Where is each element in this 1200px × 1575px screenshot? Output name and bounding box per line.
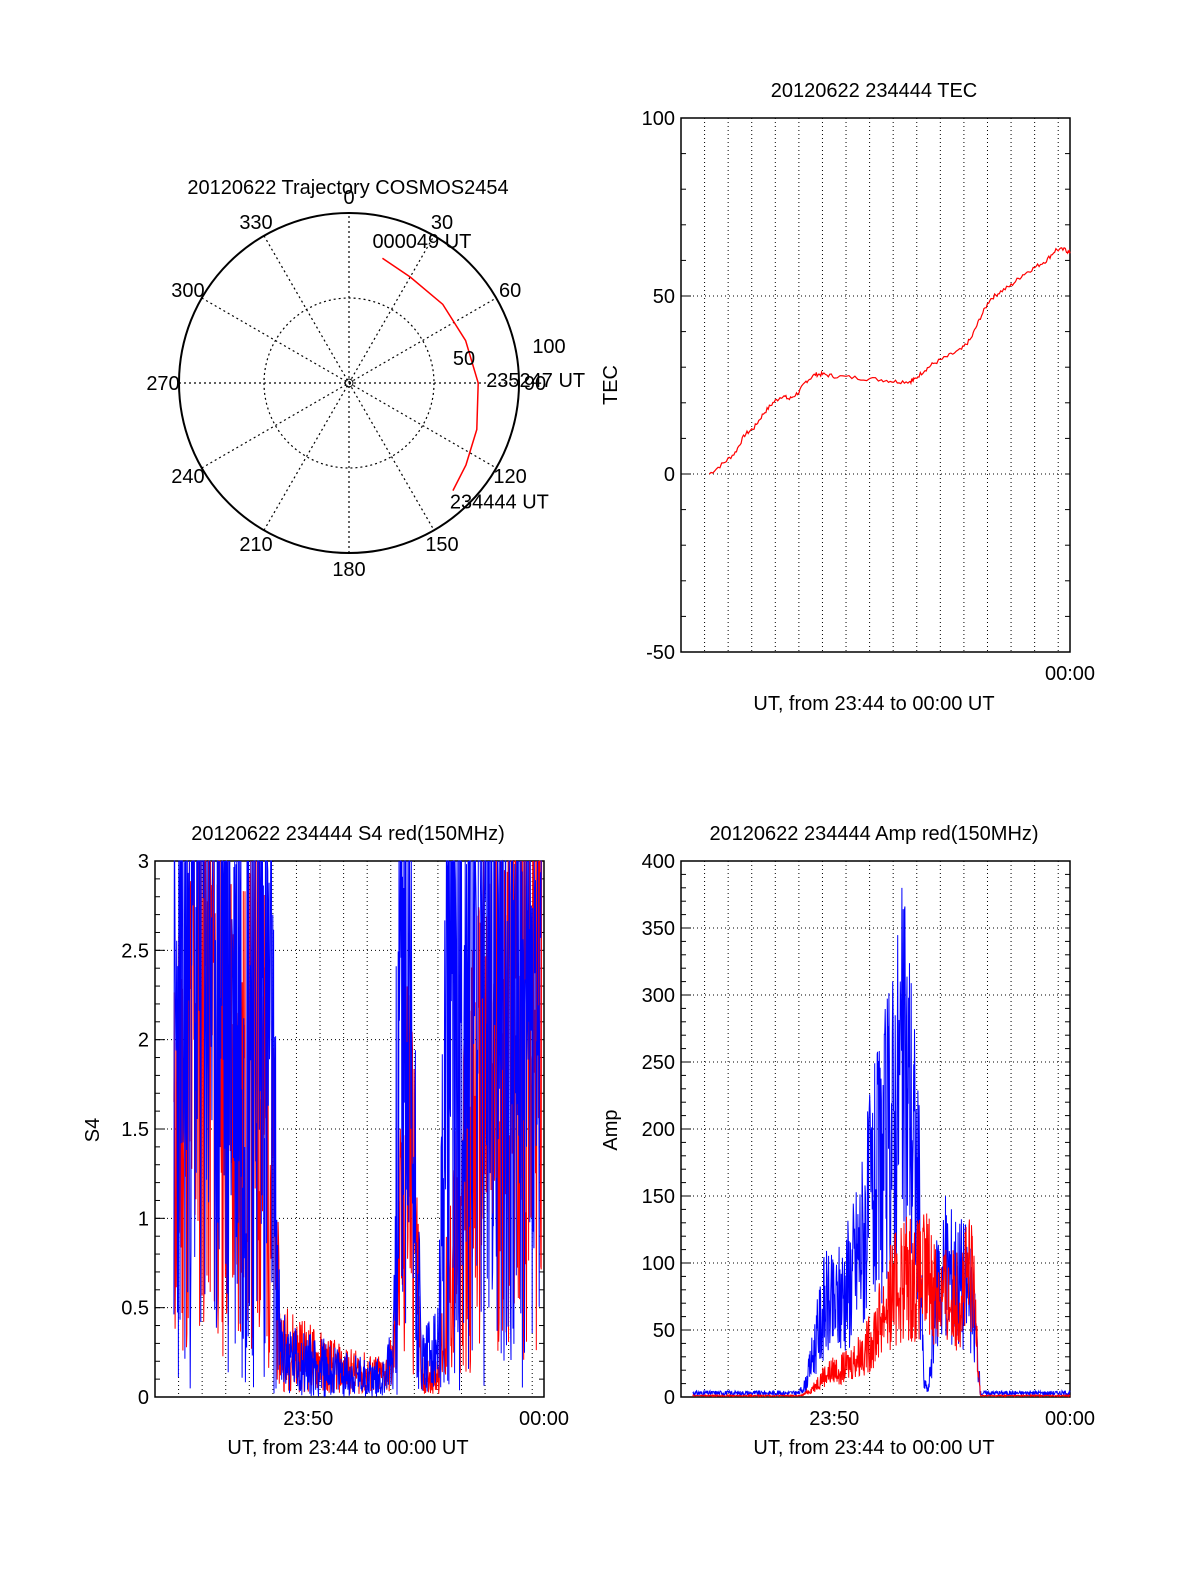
y-tick-label: 2.5	[121, 940, 149, 962]
polar-azimuth-label: 90	[524, 373, 546, 395]
polar-azimuth-label: 180	[332, 559, 365, 581]
x-tick-label: 00:00	[1045, 663, 1095, 685]
plot-frame	[680, 860, 1071, 1398]
trajectory-time-label: 235247 UT	[486, 370, 585, 392]
y-tick-label: 250	[642, 1052, 675, 1074]
plot-frame	[154, 860, 545, 1398]
tec-xlabel: UT, from 23:44 to 00:00 UT	[753, 693, 994, 715]
y-tick-label: 1	[138, 1208, 149, 1230]
polar-azimuth-label: 120	[493, 466, 526, 488]
y-tick-label: 3	[138, 851, 149, 873]
tec-plot-area: 100 50 0 -50 00:00	[642, 108, 1095, 685]
x-tick-label: 23:50	[283, 1408, 333, 1430]
polar-azimuth-label: 60	[499, 280, 521, 302]
s4-panel: 20120622 234444 S4 red(150MHz) UT, from …	[82, 823, 569, 1459]
y-tick-label: 100	[642, 1253, 675, 1275]
y-tick-label: 0	[664, 464, 675, 486]
polar-azimuth-label: 30	[431, 212, 453, 234]
y-tick-label: 1.5	[121, 1119, 149, 1141]
y-tick-label: 100	[642, 108, 675, 130]
polar-azimuth-label: 240	[171, 466, 204, 488]
tec-panel: 20120622 234444 TEC UT, from 23:44 to 00…	[600, 80, 1095, 715]
y-tick-label: 0	[664, 1387, 675, 1409]
amp-plot-area: 400 350 300 250 200 150 100 50 0 23:50 00:00	[642, 851, 1095, 1430]
polar-title: 20120622 Trajectory COSMOS2454	[187, 177, 508, 199]
polar-azimuth-label: 0	[343, 187, 354, 209]
polar-azimuth-label: 300	[171, 280, 204, 302]
y-tick-label: -50	[646, 642, 675, 664]
s4-plot-area: 3 2.5 2 1.5 1 0.5 0 23:50 00:00	[121, 851, 569, 1430]
amp-ylabel: Amp	[600, 1109, 622, 1150]
x-tick-label: 00:00	[1045, 1408, 1095, 1430]
s4-ylabel: S4	[82, 1118, 104, 1142]
y-tick-label: 300	[642, 985, 675, 1007]
polar-ring-label: 100	[532, 336, 565, 358]
polar-azimuth-label: 330	[239, 212, 272, 234]
amp-title: 20120622 234444 Amp red(150MHz)	[709, 823, 1038, 845]
tec-ylabel: TEC	[600, 365, 622, 405]
trajectory-time-label: 234444 UT	[450, 492, 549, 514]
y-tick-label: 2	[138, 1030, 149, 1052]
x-tick-label: 23:50	[809, 1408, 859, 1430]
amp-panel: 20120622 234444 Amp red(150MHz) UT, from…	[600, 823, 1095, 1459]
y-tick-label: 50	[653, 1320, 675, 1342]
polar-grid	[178, 212, 520, 554]
trajectory-line	[382, 257, 479, 491]
tec-title: 20120622 234444 TEC	[771, 80, 977, 102]
polar-azimuth-label: 150	[425, 534, 458, 556]
amp-xlabel: UT, from 23:44 to 00:00 UT	[753, 1437, 994, 1459]
y-tick-label: 350	[642, 918, 675, 940]
polar-trajectory	[382, 257, 479, 491]
polar-spoke	[263, 235, 435, 531]
plot-frame	[680, 117, 1071, 653]
series-line-red	[692, 1213, 1071, 1399]
y-tick-label: 200	[642, 1119, 675, 1141]
polar-labels: 0 30 60 90 120 150 180 210 240 270 300 330 100 50 0000…	[146, 187, 585, 581]
y-tick-label: 150	[642, 1186, 675, 1208]
tec-series-line	[708, 246, 1071, 475]
y-tick-label: 0	[138, 1387, 149, 1409]
series-line-blue	[692, 887, 1071, 1398]
trajectory-time-label: 000049 UT	[372, 231, 471, 253]
y-tick-label: 0.5	[121, 1298, 149, 1320]
s4-title: 20120622 234444 S4 red(150MHz)	[191, 823, 505, 845]
y-tick-label: 400	[642, 851, 675, 873]
series-line-blue	[173, 859, 542, 1397]
polar-trajectory-panel: 20120622 Trajectory COSMOS2454 0 30 60 90 12…	[146, 177, 585, 581]
polar-azimuth-label: 210	[239, 534, 272, 556]
polar-azimuth-label: 270	[146, 373, 179, 395]
s4-xlabel: UT, from 23:44 to 00:00 UT	[227, 1437, 468, 1459]
y-tick-label: 50	[653, 286, 675, 308]
x-tick-label: 00:00	[519, 1408, 569, 1430]
polar-ring-label: 50	[453, 348, 475, 370]
